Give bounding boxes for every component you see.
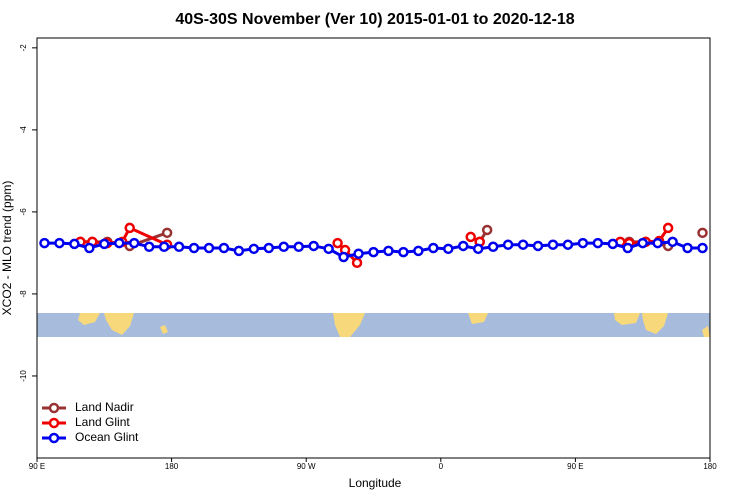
x-tick-label: 90 E xyxy=(567,462,583,471)
point xyxy=(457,240,469,252)
point xyxy=(413,245,424,257)
legend-marker xyxy=(48,432,60,444)
map-strip xyxy=(37,313,710,337)
point xyxy=(158,241,170,253)
point xyxy=(124,222,135,234)
point xyxy=(562,239,574,250)
chart-title: 40S-30S November (Ver 10) 2015-01-01 to … xyxy=(175,11,574,28)
point xyxy=(293,241,304,253)
point xyxy=(465,231,476,243)
point xyxy=(472,243,484,255)
point xyxy=(622,242,633,254)
x-axis-label: Longitude xyxy=(349,476,402,490)
point xyxy=(39,237,50,249)
y-axis-label: XCO2 - MLO trend (ppm) xyxy=(0,181,14,316)
x-tick-label: 180 xyxy=(165,462,179,471)
x-tick-label: 90 W xyxy=(297,462,316,471)
legend-marker xyxy=(48,417,60,429)
point xyxy=(487,241,499,253)
point xyxy=(607,238,619,250)
point xyxy=(682,242,693,254)
point xyxy=(502,239,514,250)
point xyxy=(368,246,379,258)
point xyxy=(263,242,275,254)
point xyxy=(383,245,394,257)
point xyxy=(667,236,678,248)
point xyxy=(128,237,140,249)
point xyxy=(69,238,80,250)
y-tick-label: -2 xyxy=(19,44,28,52)
point xyxy=(143,241,155,253)
point xyxy=(517,239,529,250)
point xyxy=(218,242,230,254)
x-tick-label: 90 E xyxy=(29,462,45,471)
point xyxy=(332,237,343,249)
point xyxy=(577,237,589,249)
point xyxy=(428,242,439,254)
y-tick-label: -6 xyxy=(19,208,28,216)
point xyxy=(697,242,708,254)
point xyxy=(592,237,604,249)
point xyxy=(54,237,65,249)
point xyxy=(278,241,290,253)
point xyxy=(248,243,260,255)
point xyxy=(233,245,245,257)
point xyxy=(398,246,409,258)
point xyxy=(351,257,363,269)
legend-label: Ocean Glint xyxy=(75,430,139,444)
plot-frame xyxy=(36,37,711,459)
point xyxy=(161,227,173,239)
x-tick-label: 0 xyxy=(439,462,444,471)
point xyxy=(532,240,544,252)
point xyxy=(203,242,215,254)
y-tick-label: -4 xyxy=(19,126,28,134)
point xyxy=(443,243,454,255)
point xyxy=(308,240,319,252)
point xyxy=(173,241,185,253)
point xyxy=(84,242,95,254)
point xyxy=(662,222,674,234)
point xyxy=(353,248,364,259)
point xyxy=(652,237,663,249)
point xyxy=(697,227,708,239)
point xyxy=(637,237,648,249)
point xyxy=(547,239,559,250)
point xyxy=(99,238,110,250)
point xyxy=(481,224,493,236)
point xyxy=(338,251,349,263)
point xyxy=(323,243,334,255)
legend-marker xyxy=(48,402,60,414)
x-tick-label: 180 xyxy=(703,462,717,471)
point xyxy=(188,242,200,254)
legend-label: Land Glint xyxy=(75,415,130,429)
y-tick-label: -8 xyxy=(19,290,28,298)
point xyxy=(114,237,125,249)
y-tick-label: -10 xyxy=(19,370,28,382)
legend-label: Land Nadir xyxy=(75,400,134,414)
